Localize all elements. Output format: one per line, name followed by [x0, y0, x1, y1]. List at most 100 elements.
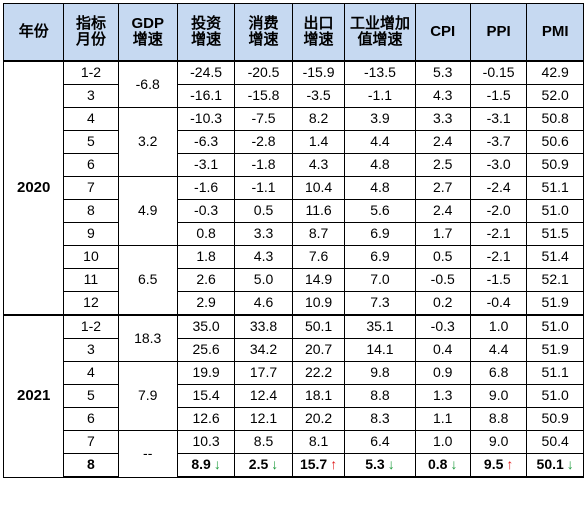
arrow-down-icon: ↓ — [566, 456, 574, 473]
pmi-cell: 52.0 — [526, 84, 584, 108]
pmi-cell: 52.1 — [526, 268, 584, 292]
export-cell: 15.7 ↑ — [291, 453, 346, 478]
header-invest: 投资 增速 — [176, 3, 236, 62]
header-year: 年份 — [2, 3, 65, 62]
gdp-cell: -- — [117, 430, 178, 478]
industry-cell: 9.8 — [344, 361, 416, 385]
consume-value: -2.8 — [251, 133, 276, 150]
industry-cell: 3.9 — [344, 107, 416, 131]
invest-value: -6.3 — [194, 133, 219, 150]
cpi-value: 0.4 — [432, 341, 453, 358]
cpi-cell: 2.4 — [414, 199, 471, 223]
ppi-value: -2.1 — [486, 225, 511, 242]
economic-indicators-table: 年份 指标 月份 GDP 增速 投资 增速 消费 增速 出口 增速 工业增加 值增速 CPI… — [2, 3, 584, 478]
invest-cell: 19.9 — [176, 361, 236, 385]
month-cell: 5 — [63, 130, 119, 154]
consume-value: 8.5 — [253, 433, 274, 450]
export-cell: 8.1 — [291, 430, 346, 454]
invest-value: 12.6 — [192, 410, 220, 427]
invest-cell: 15.4 — [176, 384, 236, 408]
cpi-cell: 0.9 — [414, 361, 471, 385]
consume-cell: 4.3 — [234, 245, 293, 269]
export-cell: 20.7 — [291, 338, 346, 362]
industry-cell: 7.3 — [344, 291, 416, 316]
export-cell: 50.1 — [291, 314, 346, 339]
industry-value: 3.9 — [370, 110, 390, 127]
table-row: 11 2.6 5.0 14.9 7.0 -0.5 -1.5 52.1 — [4, 268, 584, 292]
consume-cell: -7.5 — [234, 107, 293, 131]
invest-value: 8.9 — [191, 456, 211, 473]
industry-cell: 7.0 — [344, 268, 416, 292]
table-row: 9 0.8 3.3 8.7 6.9 1.7 -2.1 51.5 — [4, 222, 584, 246]
export-value: 20.2 — [304, 410, 333, 427]
header-industry: 工业增加 值增速 — [344, 3, 416, 62]
industry-value: 5.6 — [370, 202, 390, 219]
consume-cell: -15.8 — [234, 84, 293, 108]
consume-value: 34.2 — [249, 341, 278, 358]
export-value: 11.6 — [305, 202, 332, 219]
ppi-value: -2.4 — [486, 179, 511, 196]
month-cell: 8 — [63, 453, 119, 478]
export-value: 8.1 — [308, 433, 329, 450]
consume-cell: -1.8 — [234, 153, 293, 177]
pmi-value: 52.0 — [541, 87, 569, 104]
industry-value: 8.8 — [370, 387, 390, 404]
consume-value: -15.8 — [247, 87, 280, 104]
ppi-cell: 8.8 — [469, 407, 528, 431]
ppi-value: 4.4 — [488, 341, 509, 358]
invest-cell: -10.3 — [176, 107, 236, 131]
export-cell: 10.4 — [291, 176, 346, 200]
table-row: 2020 1-2 -6.8 -24.5 -20.5 -15.9 -13.5 5.3 -0.15 4… — [2, 60, 584, 316]
pmi-cell: 51.1 — [526, 176, 584, 200]
export-cell: 7.6 — [291, 245, 346, 269]
invest-cell: -6.3 — [176, 130, 236, 154]
header-cpi: CPI — [414, 3, 471, 62]
invest-cell: 12.6 — [176, 407, 236, 431]
invest-cell: 1.8 — [176, 245, 236, 269]
ppi-value: -2.0 — [486, 202, 511, 219]
industry-cell: -1.1 — [344, 84, 416, 108]
year-cell: 2020 — [2, 60, 65, 316]
ppi-cell: -3.0 — [469, 153, 528, 177]
ppi-cell: -1.5 — [469, 84, 528, 108]
industry-cell: 4.4 — [344, 130, 416, 154]
cpi-cell: 2.5 — [414, 153, 471, 177]
export-cell: 22.2 — [291, 361, 346, 385]
industry-cell: 5.6 — [344, 199, 416, 223]
pmi-cell: 42.9 — [526, 60, 584, 85]
industry-value: 5.3 — [365, 456, 385, 473]
industry-value: 14.1 — [366, 341, 394, 358]
cpi-value: 3.3 — [432, 110, 453, 127]
industry-value: 9.8 — [370, 364, 390, 381]
consume-value: 12.1 — [249, 410, 278, 427]
consume-value: 0.5 — [253, 202, 274, 219]
cpi-value: 0.8 — [427, 456, 448, 473]
pmi-cell: 51.0 — [526, 199, 584, 223]
month-cell: 3 — [63, 338, 119, 362]
consume-cell: 5.0 — [234, 268, 293, 292]
industry-cell: 6.4 — [344, 430, 416, 454]
ppi-value: -3.1 — [486, 110, 511, 127]
header-consume: 消费 增速 — [234, 3, 293, 62]
month-cell: 3 — [63, 84, 119, 108]
cpi-value: 4.3 — [432, 87, 453, 104]
export-cell: 14.9 — [291, 268, 346, 292]
export-cell: 18.1 — [291, 384, 346, 408]
invest-cell: 25.6 — [176, 338, 236, 362]
export-value: 4.3 — [308, 156, 329, 173]
ppi-value: -1.5 — [486, 271, 511, 288]
ppi-value: -3.0 — [486, 156, 511, 173]
arrow-up-icon: ↑ — [506, 456, 514, 473]
month-cell: 8 — [63, 199, 119, 223]
ppi-value: -0.4 — [486, 294, 511, 311]
header-row: 年份 指标 月份 GDP 增速 投资 增速 消费 增速 出口 增速 工业增加 值增速 CPI… — [2, 3, 584, 62]
industry-value: 4.8 — [370, 179, 390, 196]
pmi-cell: 50.8 — [526, 107, 584, 131]
cpi-value: -0.3 — [430, 318, 455, 335]
cpi-cell: 0.4 — [414, 338, 471, 362]
invest-cell: -0.3 — [176, 199, 236, 223]
month-cell: 12 — [63, 291, 119, 316]
industry-cell: 6.9 — [344, 222, 416, 246]
consume-cell: 33.8 — [234, 314, 293, 339]
industry-value: 35.1 — [366, 318, 394, 335]
